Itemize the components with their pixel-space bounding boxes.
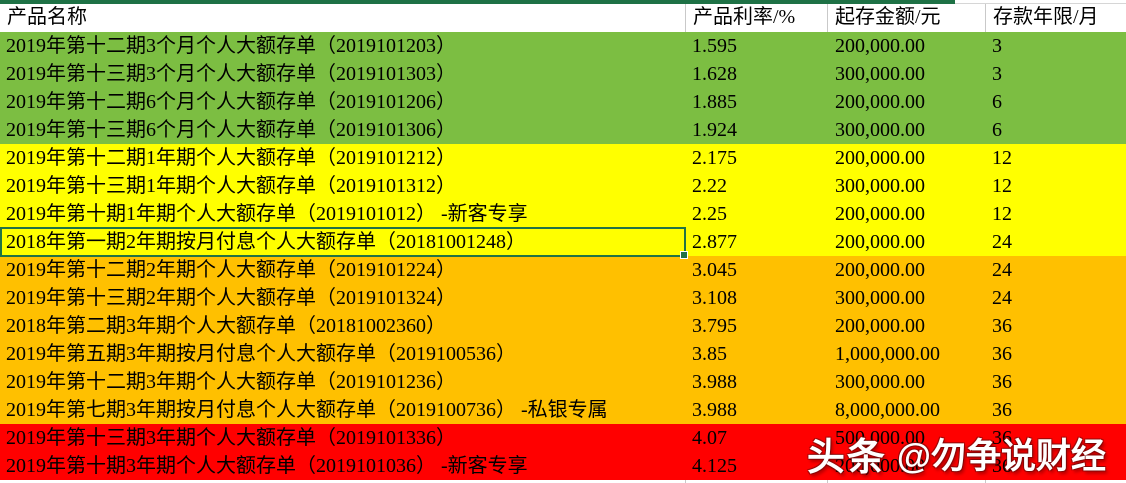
table-row: 2019年第十二期2年期个人大额存单（2019101224） 3.045 200… [0, 256, 1126, 284]
product-name-cell[interactable]: 2019年第十二期2年期个人大额存单（2019101224） [6, 259, 456, 281]
bottom-gridline-strip [0, 480, 1126, 483]
watermark-handle: @勿争说财经 [896, 437, 1106, 476]
term-cell[interactable]: 36 [992, 427, 1012, 449]
rate-cell[interactable]: 4.07 [692, 427, 727, 449]
term-cell[interactable]: 12 [992, 147, 1012, 169]
min-deposit-cell[interactable]: 8,000,000.00 [835, 399, 940, 421]
product-name-cell[interactable]: 2019年第十三期3个月个人大额存单（2019101303） [6, 63, 456, 85]
header-min-deposit[interactable]: 起存金额/元 [827, 4, 985, 32]
table-row: 2018年第一期2年期按月付息个人大额存单（20181001248） 2.877… [0, 228, 1126, 256]
product-name-cell[interactable]: 2019年第十二期6个月个人大额存单（2019101206） [6, 91, 456, 113]
rate-cell[interactable]: 3.795 [692, 315, 737, 337]
min-deposit-cell[interactable]: 200,000.00 [835, 259, 925, 281]
product-name-cell[interactable]: 2018年第二期3年期个人大额存单（20181002360） [6, 315, 446, 337]
min-deposit-cell[interactable]: 200,000.00 [835, 315, 925, 337]
min-deposit-cell[interactable]: 500,000.00 [835, 427, 925, 449]
header-product-name[interactable]: 产品名称 [7, 6, 87, 28]
product-name-cell[interactable]: 2019年第五期3年期按月付息个人大额存单（2019100536） [6, 343, 516, 365]
table-header-row: 产品名称 产品利率/% 起存金额/元 存款年限/月 [0, 4, 1126, 32]
product-name-cell[interactable]: 2019年第十二期3年期个人大额存单（2019101236） [6, 371, 456, 393]
min-deposit-cell[interactable]: 200,000.00 [835, 35, 925, 57]
table-row: 2019年第十二期3年期个人大额存单（2019101236） 3.988 300… [0, 368, 1126, 396]
rate-cell[interactable]: 1.924 [692, 119, 737, 141]
term-cell[interactable]: 3 [992, 63, 1002, 85]
gridline-tick [827, 480, 828, 483]
term-cell[interactable]: 36 [992, 315, 1012, 337]
product-name-cell[interactable]: 2019年第十三期1年期个人大额存单（2019101312） [6, 175, 456, 197]
rate-cell[interactable]: 4.125 [692, 455, 737, 477]
table-row: 2019年第十三期1年期个人大额存单（2019101312） 2.22 300,… [0, 172, 1126, 200]
term-cell[interactable]: 12 [992, 203, 1012, 225]
active-cell-selection[interactable] [0, 227, 688, 259]
term-cell[interactable]: 24 [992, 231, 1012, 253]
rate-cell[interactable]: 1.628 [692, 63, 737, 85]
min-deposit-cell[interactable]: 200,000.00 [835, 203, 925, 225]
term-cell[interactable]: 36 [992, 343, 1012, 365]
table-row: 2019年第十三期2年期个人大额存单（2019101324） 3.108 300… [0, 284, 1126, 312]
header-term[interactable]: 存款年限/月 [985, 4, 1126, 32]
term-cell[interactable]: 12 [992, 175, 1012, 197]
rate-cell[interactable]: 2.22 [692, 175, 727, 197]
term-cell[interactable]: 6 [992, 91, 1002, 113]
term-cell[interactable]: 36 [992, 455, 1012, 477]
product-name-cell[interactable]: 2019年第十期1年期个人大额存单（2019101012） -新客专享 [6, 203, 528, 225]
top-gridline [955, 0, 1126, 4]
term-cell[interactable]: 24 [992, 287, 1012, 309]
product-name-cell[interactable]: 2019年第十二期3个月个人大额存单（2019101203） [6, 35, 456, 57]
term-cell[interactable]: 36 [992, 399, 1012, 421]
table-row: 2019年第十二期3个月个人大额存单（2019101203） 1.595 200… [0, 32, 1126, 60]
table-row: 2019年第五期3年期按月付息个人大额存单（2019100536） 3.85 1… [0, 340, 1126, 368]
term-cell[interactable]: 24 [992, 259, 1012, 281]
min-deposit-cell[interactable]: 300,000.00 [835, 175, 925, 197]
table-row: 2019年第十期3年期个人大额存单（2019101036） -新客专享 4.12… [0, 452, 1126, 480]
gridline-tick [985, 480, 986, 483]
fill-handle[interactable] [680, 251, 688, 259]
rate-cell[interactable]: 1.595 [692, 35, 737, 57]
product-name-cell[interactable]: 2019年第七期3年期按月付息个人大额存单（2019100736） -私银专属 [6, 399, 608, 421]
term-cell[interactable]: 3 [992, 35, 1002, 57]
min-deposit-cell[interactable]: 300,000.00 [835, 287, 925, 309]
theme-band [0, 0, 955, 4]
rate-cell[interactable]: 3.988 [692, 371, 737, 393]
table-row: 2019年第十二期1年期个人大额存单（2019101212） 2.175 200… [0, 144, 1126, 172]
min-deposit-cell[interactable]: 200,000.00 [835, 455, 925, 477]
rate-cell[interactable]: 2.175 [692, 147, 737, 169]
table-row: 2019年第七期3年期按月付息个人大额存单（2019100736） -私银专属 … [0, 396, 1126, 424]
rate-cell[interactable]: 3.108 [692, 287, 737, 309]
table-row: 2019年第十三期3年期个人大额存单（2019101336） 4.07 500,… [0, 424, 1126, 452]
rate-cell[interactable]: 2.877 [692, 231, 737, 253]
min-deposit-cell[interactable]: 200,000.00 [835, 147, 925, 169]
table-body: 2019年第十二期3个月个人大额存单（2019101203） 1.595 200… [0, 32, 1126, 480]
product-name-cell[interactable]: 2019年第十三期6个月个人大额存单（2019101306） [6, 119, 456, 141]
table-row: 2019年第十二期6个月个人大额存单（2019101206） 1.885 200… [0, 88, 1126, 116]
rate-cell[interactable]: 3.045 [692, 259, 737, 281]
toutiao-watermark: 头条 @勿争说财经 [807, 426, 1106, 481]
header-rate[interactable]: 产品利率/% [685, 4, 827, 32]
toutiao-logo-text: 头条 [806, 437, 887, 479]
table-row: 2019年第十期1年期个人大额存单（2019101012） -新客专享 2.25… [0, 200, 1126, 228]
rate-cell[interactable]: 1.885 [692, 91, 737, 113]
rate-cell[interactable]: 3.988 [692, 399, 737, 421]
term-cell[interactable]: 36 [992, 371, 1012, 393]
min-deposit-cell[interactable]: 200,000.00 [835, 91, 925, 113]
table-row: 2019年第十三期6个月个人大额存单（2019101306） 1.924 300… [0, 116, 1126, 144]
min-deposit-cell[interactable]: 300,000.00 [835, 371, 925, 393]
table-row: 2019年第十三期3个月个人大额存单（2019101303） 1.628 300… [0, 60, 1126, 88]
min-deposit-cell[interactable]: 1,000,000.00 [835, 343, 940, 365]
min-deposit-cell[interactable]: 300,000.00 [835, 63, 925, 85]
product-name-cell[interactable]: 2019年第十期3年期个人大额存单（2019101036） -新客专享 [6, 455, 528, 477]
gridline-tick [685, 480, 686, 483]
table-row: 2018年第二期3年期个人大额存单（20181002360） 3.795 200… [0, 312, 1126, 340]
product-name-cell[interactable]: 2019年第十三期3年期个人大额存单（2019101336） [6, 427, 456, 449]
product-name-cell[interactable]: 2019年第十二期1年期个人大额存单（2019101212） [6, 147, 456, 169]
min-deposit-cell[interactable]: 200,000.00 [835, 231, 925, 253]
rate-cell[interactable]: 3.85 [692, 343, 727, 365]
product-name-cell[interactable]: 2019年第十三期2年期个人大额存单（2019101324） [6, 287, 456, 309]
min-deposit-cell[interactable]: 300,000.00 [835, 119, 925, 141]
rate-cell[interactable]: 2.25 [692, 203, 727, 225]
term-cell[interactable]: 6 [992, 119, 1002, 141]
product-name-cell[interactable]: 2018年第一期2年期按月付息个人大额存单（20181001248） [6, 231, 526, 253]
